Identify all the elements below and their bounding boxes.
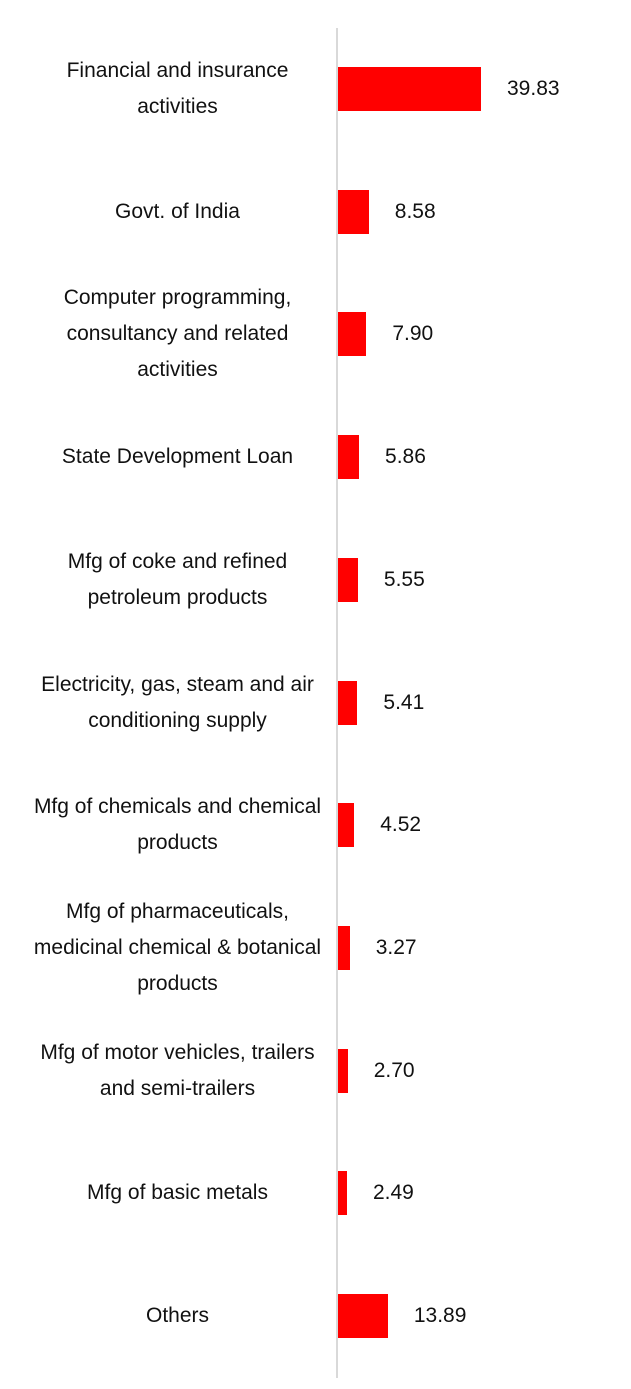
bar — [338, 1171, 347, 1216]
value-label: 13.89 — [413, 1304, 467, 1327]
category-label: Others — [145, 1304, 210, 1327]
bar — [338, 67, 481, 111]
bar — [338, 557, 358, 602]
category-label: Financial and insurance activities — [66, 59, 289, 118]
value-label: 5.86 — [385, 445, 426, 469]
bar — [338, 925, 350, 970]
bar — [338, 1294, 388, 1338]
category-label: Electricity, gas, steam and air conditio… — [41, 672, 314, 732]
category-label: State Development Loan — [61, 445, 294, 469]
category-label: Govt. of India — [115, 199, 240, 223]
bar — [338, 189, 369, 234]
value-label: 39.83 — [507, 77, 560, 100]
value-label: 5.41 — [383, 690, 425, 714]
value-label: 3.27 — [375, 935, 417, 959]
bar — [338, 680, 358, 725]
category-label: Mfg of coke and refined petroleum produc… — [67, 549, 288, 609]
category-label: Mfg of pharmaceuticals, medicinal chemic… — [33, 899, 322, 995]
category-label: Mfg of chemicals and chemical products — [33, 795, 322, 855]
axis-line — [336, 28, 338, 1378]
bar — [338, 1048, 348, 1093]
value-label: 4.52 — [380, 813, 422, 837]
value-label: 8.58 — [394, 199, 436, 223]
category-label: Computer programming, consultancy and re… — [63, 286, 292, 382]
value-label: 7.90 — [392, 322, 434, 346]
bar — [338, 435, 360, 480]
value-label: 2.49 — [372, 1181, 414, 1205]
bar — [338, 312, 367, 357]
category-label: Mfg of motor vehicles, trailers and semi… — [40, 1040, 315, 1100]
value-label: 5.55 — [383, 567, 425, 591]
value-label: 2.70 — [373, 1058, 415, 1082]
category-label: Mfg of basic metals — [87, 1181, 268, 1205]
bar — [338, 803, 355, 848]
